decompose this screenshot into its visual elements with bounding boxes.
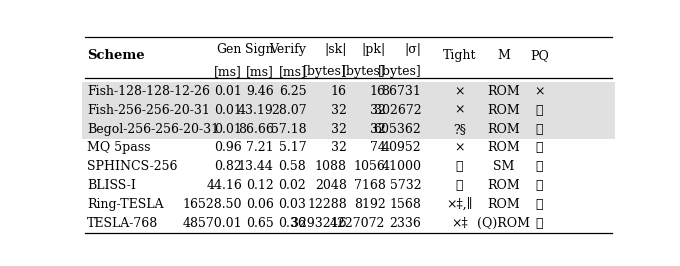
Text: ROM: ROM [488,198,520,211]
Bar [82,101,615,120]
Text: 40952: 40952 [381,142,421,155]
Text: ×: × [534,85,545,98]
Bar [82,82,615,101]
Text: Begol-256-256-20-31: Begol-256-256-20-31 [87,123,219,136]
Text: 9.46: 9.46 [246,85,273,98]
Text: 86.66: 86.66 [238,123,273,136]
Text: 7168: 7168 [354,179,386,192]
Text: ✓: ✓ [536,217,543,230]
Text: 16: 16 [369,85,386,98]
Text: 16528.50: 16528.50 [182,198,242,211]
Text: SPHINCS-256: SPHINCS-256 [87,160,177,173]
Text: ✓: ✓ [536,198,543,211]
Text: |sk|: |sk| [324,43,347,56]
Text: 0.58: 0.58 [279,160,307,173]
Text: 0.82: 0.82 [214,160,242,173]
Text: [ms]: [ms] [214,65,242,78]
Text: ✓: ✓ [536,123,543,136]
Text: [ms]: [ms] [245,65,273,78]
Text: |pk|: |pk| [361,43,386,56]
Text: ✓: ✓ [536,179,543,192]
Text: ×: × [454,104,464,117]
Text: 6.25: 6.25 [279,85,307,98]
Text: M: M [498,49,511,63]
Text: ✓: ✓ [456,160,463,173]
Text: BLISS-I: BLISS-I [87,179,136,192]
Text: Fish-256-256-20-31: Fish-256-256-20-31 [87,104,210,117]
Text: 13.44: 13.44 [238,160,273,173]
Text: 0.06: 0.06 [245,198,273,211]
Text: [bytes]: [bytes] [303,65,347,78]
Text: 3293216: 3293216 [291,217,347,230]
Bar [82,120,615,139]
Text: 2336: 2336 [390,217,421,230]
Text: ×: × [454,85,464,98]
Text: ✓: ✓ [536,104,543,117]
Text: Verify: Verify [269,43,307,56]
Text: 8192: 8192 [354,198,386,211]
Text: 41000: 41000 [381,160,421,173]
Text: Tight: Tight [443,49,476,63]
Text: ?§: ?§ [453,123,466,136]
Text: ✓: ✓ [536,160,543,173]
Text: 32: 32 [369,123,386,136]
Text: 7.21: 7.21 [246,142,273,155]
Text: (Q)ROM: (Q)ROM [477,217,530,230]
Text: ROM: ROM [488,85,520,98]
Text: Sign: Sign [245,43,273,56]
Text: TESLA-768: TESLA-768 [87,217,158,230]
Text: 605362: 605362 [373,123,421,136]
Text: Fish-128-128-12-26: Fish-128-128-12-26 [87,85,210,98]
Text: ×: × [454,142,464,155]
Text: [bytes]: [bytes] [341,65,386,78]
Text: 28.07: 28.07 [271,104,307,117]
Text: 86731: 86731 [381,85,421,98]
Text: 12288: 12288 [307,198,347,211]
Text: 0.03: 0.03 [279,198,307,211]
Text: ×‡,∥: ×‡,∥ [446,198,473,211]
Text: 2048: 2048 [315,179,347,192]
Text: 32: 32 [331,104,347,117]
Text: 1088: 1088 [315,160,347,173]
Text: 5.17: 5.17 [279,142,307,155]
Text: [ms]: [ms] [279,65,307,78]
Text: 302672: 302672 [373,104,421,117]
Text: MQ 5pass: MQ 5pass [87,142,150,155]
Text: 0.02: 0.02 [279,179,307,192]
Text: 48570.01: 48570.01 [182,217,242,230]
Text: 16: 16 [331,85,347,98]
Text: 0.01: 0.01 [214,123,242,136]
Text: ✓: ✓ [536,142,543,155]
Text: ROM: ROM [488,142,520,155]
Text: 0.12: 0.12 [246,179,273,192]
Text: 0.96: 0.96 [214,142,242,155]
Text: 0.01: 0.01 [214,85,242,98]
Text: [bytes]: [bytes] [377,65,421,78]
Text: Gen: Gen [217,43,242,56]
Text: ROM: ROM [488,104,520,117]
Text: 32: 32 [331,142,347,155]
Text: |σ|: |σ| [404,43,421,56]
Text: 43.19: 43.19 [238,104,273,117]
Text: ✓: ✓ [456,179,463,192]
Text: 74: 74 [369,142,386,155]
Text: SM: SM [493,160,515,173]
Text: ×‡: ×‡ [451,217,468,230]
Text: 32: 32 [331,123,347,136]
Text: 4227072: 4227072 [330,217,386,230]
Text: 0.65: 0.65 [246,217,273,230]
Text: ROM: ROM [488,179,520,192]
Text: 0.01: 0.01 [214,104,242,117]
Text: 0.36: 0.36 [279,217,307,230]
Text: 32: 32 [369,104,386,117]
Text: 5732: 5732 [390,179,421,192]
Text: 1568: 1568 [390,198,421,211]
Text: 44.16: 44.16 [206,179,242,192]
Text: Ring-TESLA: Ring-TESLA [87,198,164,211]
Text: ROM: ROM [488,123,520,136]
Text: 57.18: 57.18 [271,123,307,136]
Text: 1056: 1056 [354,160,386,173]
Text: PQ: PQ [530,49,549,63]
Text: Scheme: Scheme [87,49,145,63]
